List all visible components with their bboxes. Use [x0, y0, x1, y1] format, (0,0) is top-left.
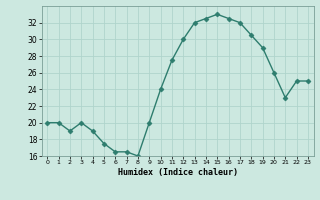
- X-axis label: Humidex (Indice chaleur): Humidex (Indice chaleur): [118, 168, 237, 177]
